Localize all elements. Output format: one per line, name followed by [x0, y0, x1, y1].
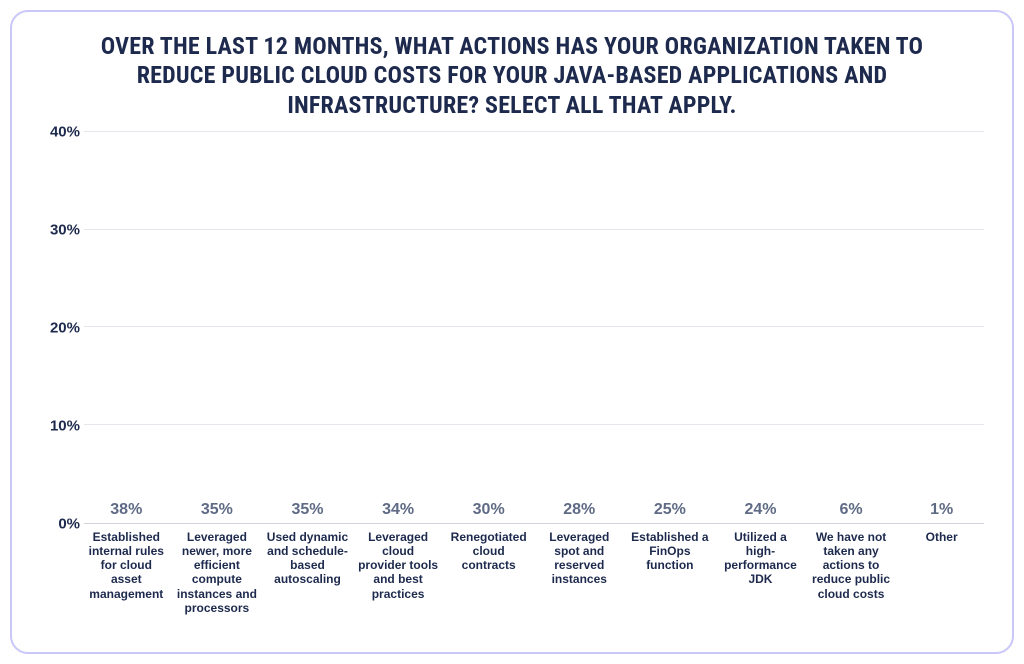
- bar-group: 25%: [628, 501, 713, 523]
- x-axis-labels: Established internal rules for cloud ass…: [40, 530, 984, 640]
- bars-container: 38% 35% 35% 34% 30%: [84, 132, 984, 524]
- y-tick-0: 0%: [58, 516, 80, 533]
- bar-value-label: 6%: [839, 501, 862, 519]
- bar-value-label: 1%: [930, 501, 953, 519]
- y-axis: 40% 30% 20% 10% 0%: [40, 132, 84, 524]
- bar-value-label: 24%: [744, 501, 776, 519]
- x-label: Leveraged cloud provider tools and best …: [356, 530, 441, 640]
- bar-chart: 40% 30% 20% 10% 0% 38% 35%: [40, 132, 984, 640]
- bar-group: 38%: [84, 501, 169, 523]
- x-label: Renegotiated cloud contracts: [446, 530, 531, 640]
- bar-group: 30%: [446, 501, 531, 523]
- y-tick-20: 20%: [50, 319, 80, 336]
- chart-title: OVER THE LAST 12 MONTHS, WHAT ACTIONS HA…: [62, 32, 962, 120]
- x-label: Leveraged spot and reserved instances: [537, 530, 622, 640]
- bar-value-label: 35%: [201, 501, 233, 519]
- bar-value-label: 30%: [473, 501, 505, 519]
- bar-group: 34%: [356, 501, 441, 523]
- x-label: Utilized a high-performance JDK: [718, 530, 803, 640]
- bar-value-label: 35%: [291, 501, 323, 519]
- gridline: [84, 131, 984, 132]
- bar-value-label: 28%: [563, 501, 595, 519]
- x-label: Established internal rules for cloud ass…: [84, 530, 169, 640]
- y-tick-10: 10%: [50, 417, 80, 434]
- y-tick-40: 40%: [50, 123, 80, 140]
- gridline: [84, 229, 984, 230]
- bar-group: 28%: [537, 501, 622, 523]
- bar-value-label: 38%: [110, 501, 142, 519]
- x-label: Leveraged newer, more efficient compute …: [175, 530, 260, 640]
- bar-group: 6%: [809, 501, 894, 523]
- x-label: Established a FinOps function: [628, 530, 713, 640]
- plot-area: 40% 30% 20% 10% 0% 38% 35%: [40, 132, 984, 524]
- bar-value-label: 34%: [382, 501, 414, 519]
- bar-value-label: 25%: [654, 501, 686, 519]
- x-label: We have not taken any actions to reduce …: [809, 530, 894, 640]
- gridline: [84, 424, 984, 425]
- bar-group: 35%: [265, 501, 350, 523]
- bar-group: 24%: [718, 501, 803, 523]
- chart-card: OVER THE LAST 12 MONTHS, WHAT ACTIONS HA…: [10, 10, 1014, 654]
- x-label: Used dynamic and schedule-based autoscal…: [265, 530, 350, 640]
- bar-group: 35%: [175, 501, 260, 523]
- gridline: [84, 326, 984, 327]
- y-tick-30: 30%: [50, 221, 80, 238]
- bar-group: 1%: [899, 501, 984, 523]
- x-label: Other: [899, 530, 984, 640]
